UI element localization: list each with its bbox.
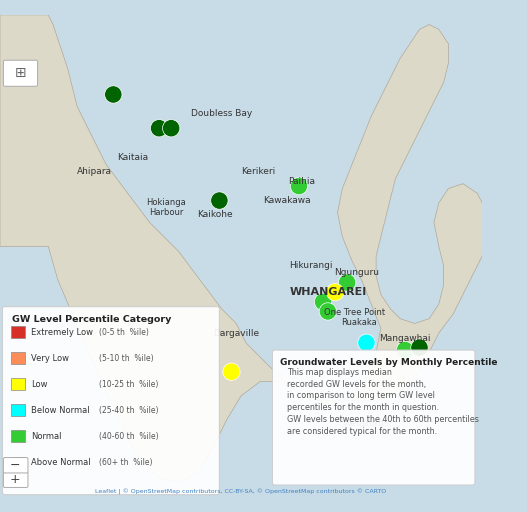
FancyBboxPatch shape	[11, 404, 25, 416]
FancyBboxPatch shape	[3, 307, 219, 495]
Text: Groundwater Levels by Monthly Percentile: Groundwater Levels by Monthly Percentile	[280, 358, 497, 367]
Text: Mangawhai: Mangawhai	[379, 334, 431, 344]
Text: Wellsford: Wellsford	[343, 419, 385, 429]
Circle shape	[150, 119, 168, 137]
Circle shape	[211, 192, 228, 209]
Text: Paihia: Paihia	[288, 177, 315, 186]
Polygon shape	[0, 15, 487, 483]
Text: Low: Low	[31, 380, 48, 389]
Text: (25-40 th  %ile): (25-40 th %ile)	[99, 406, 158, 415]
FancyBboxPatch shape	[11, 352, 25, 364]
FancyBboxPatch shape	[11, 431, 25, 442]
Text: Kawakawa: Kawakawa	[263, 196, 311, 205]
Text: Below Normal: Below Normal	[31, 406, 90, 415]
Circle shape	[326, 284, 344, 301]
Text: Hikurangi: Hikurangi	[289, 261, 333, 270]
Text: Doubless Bay: Doubless Bay	[191, 109, 252, 118]
Text: (60+ th  %ile): (60+ th %ile)	[99, 458, 152, 467]
FancyBboxPatch shape	[272, 350, 475, 485]
Text: This map displays median
recorded GW levels for the month,
in comparison to long: This map displays median recorded GW lev…	[287, 368, 479, 436]
Text: Extremely Low: Extremely Low	[31, 328, 93, 337]
Circle shape	[105, 86, 122, 103]
Text: Dargaville: Dargaville	[213, 329, 259, 337]
FancyBboxPatch shape	[11, 378, 25, 390]
Circle shape	[162, 119, 180, 137]
FancyBboxPatch shape	[11, 326, 25, 338]
FancyBboxPatch shape	[3, 458, 28, 473]
FancyBboxPatch shape	[11, 457, 25, 468]
Text: Hokianga
Harbour: Hokianga Harbour	[147, 198, 186, 218]
Text: (10-25 th  %ile): (10-25 th %ile)	[99, 380, 158, 389]
Text: −: −	[10, 459, 21, 472]
Text: Kerikeri: Kerikeri	[241, 167, 275, 176]
Text: (0-5 th  %ile): (0-5 th %ile)	[99, 328, 149, 337]
Text: Ngunguru: Ngunguru	[334, 268, 379, 278]
FancyBboxPatch shape	[3, 60, 37, 87]
FancyBboxPatch shape	[3, 472, 28, 487]
Text: Kaitaia: Kaitaia	[117, 153, 148, 162]
Text: Normal: Normal	[31, 432, 62, 441]
Circle shape	[315, 293, 331, 310]
Text: (5-10 th  %ile): (5-10 th %ile)	[99, 354, 153, 363]
Circle shape	[358, 334, 375, 351]
Text: One Tree Point: One Tree Point	[324, 308, 385, 317]
Text: GW Level Percentile Category: GW Level Percentile Category	[12, 315, 171, 324]
Circle shape	[396, 342, 414, 359]
Circle shape	[338, 274, 356, 291]
Text: Ruakaka: Ruakaka	[341, 318, 377, 327]
Circle shape	[411, 339, 428, 356]
Text: +: +	[10, 473, 21, 486]
Text: (40-60 th  %ile): (40-60 th %ile)	[99, 432, 159, 441]
Text: Above Normal: Above Normal	[31, 458, 91, 467]
Circle shape	[319, 303, 337, 320]
Text: Kaikohe: Kaikohe	[197, 209, 232, 219]
Circle shape	[290, 177, 308, 195]
Text: Very Low: Very Low	[31, 354, 70, 363]
Text: ⊞: ⊞	[15, 66, 26, 80]
Text: Ahipara: Ahipara	[76, 167, 112, 176]
Text: WHANGAREI: WHANGAREI	[289, 287, 366, 297]
Circle shape	[223, 363, 240, 380]
Text: Leaflet | © OpenStreetMap contributors, CC-BY-SA, © OpenStreetMap contributors ©: Leaflet | © OpenStreetMap contributors, …	[95, 488, 387, 495]
